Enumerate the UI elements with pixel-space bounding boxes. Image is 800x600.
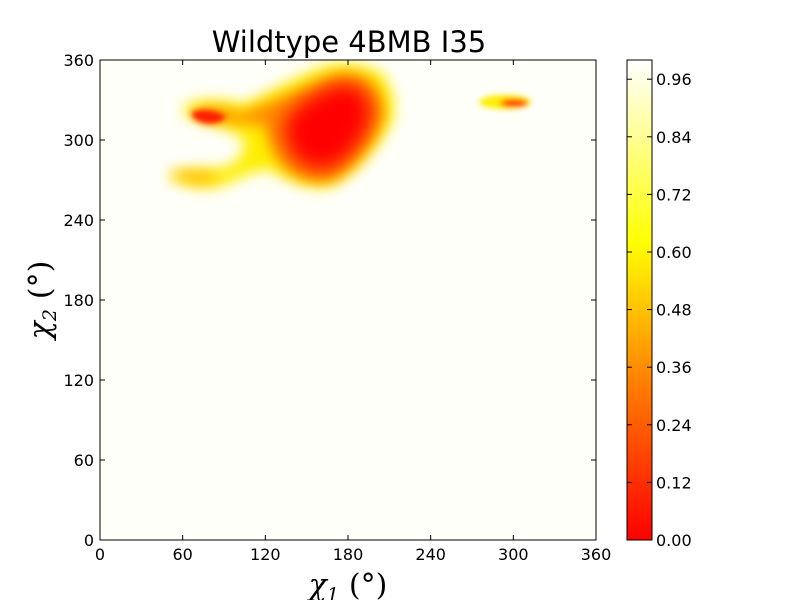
x-tick-label: 120 xyxy=(250,545,281,564)
y-tick-label: 60 xyxy=(74,451,94,470)
x-tick-label: 0 xyxy=(95,545,105,564)
y-axis-label: χ2(°) xyxy=(23,261,61,342)
y-tick-label: 300 xyxy=(63,131,94,150)
colorbar-tick-label: 0.12 xyxy=(656,473,692,492)
colorbar-tick-label: 0.84 xyxy=(656,128,692,147)
colorbar-tick-label: 0.60 xyxy=(656,243,692,262)
x-tick-label: 300 xyxy=(498,545,529,564)
x-tick-label: 360 xyxy=(581,545,612,564)
colorbar-tick-label: 0.72 xyxy=(656,185,692,204)
x-tick-label: 60 xyxy=(172,545,192,564)
y-tick-label: 0 xyxy=(84,531,94,550)
chart-title: Wildtype 4BMB I35 xyxy=(212,25,487,59)
x-axis-label: χ1 (°) xyxy=(307,568,388,600)
x-axis-ticks: 0 60 120 180 240 300 360 xyxy=(95,60,611,564)
y-axis-ticks: 0 60 120 180 240 300 360 xyxy=(63,51,596,550)
region-left-arm-orange xyxy=(170,171,220,183)
region-right-red xyxy=(500,99,528,107)
x-tick-label: 180 xyxy=(333,545,364,564)
y-tick-label: 120 xyxy=(63,371,94,390)
region-upper-left-red xyxy=(191,109,226,124)
colorbar-tick-label: 0.00 xyxy=(656,531,692,550)
colorbar-tick-label: 0.36 xyxy=(656,358,692,377)
plot-area xyxy=(99,59,597,541)
y-tick-label: 180 xyxy=(63,291,94,310)
y-tick-label: 240 xyxy=(63,211,94,230)
colorbar-tick-label: 0.96 xyxy=(656,70,692,89)
region-main-red xyxy=(283,82,372,171)
heatmap-regions xyxy=(168,63,531,188)
colorbar: 0.00 0.12 0.24 0.36 0.48 0.60 0.72 0.84 0.96 xyxy=(626,59,692,550)
x-tick-label: 240 xyxy=(415,545,446,564)
colorbar-ticks: 0.00 0.12 0.24 0.36 0.48 0.60 0.72 0.84 0.96 xyxy=(627,70,692,550)
colorbar-gradient xyxy=(626,59,653,541)
colorbar-tick-label: 0.48 xyxy=(656,301,692,320)
y-tick-label: 360 xyxy=(63,51,94,70)
colorbar-tick-label: 0.24 xyxy=(656,416,692,435)
